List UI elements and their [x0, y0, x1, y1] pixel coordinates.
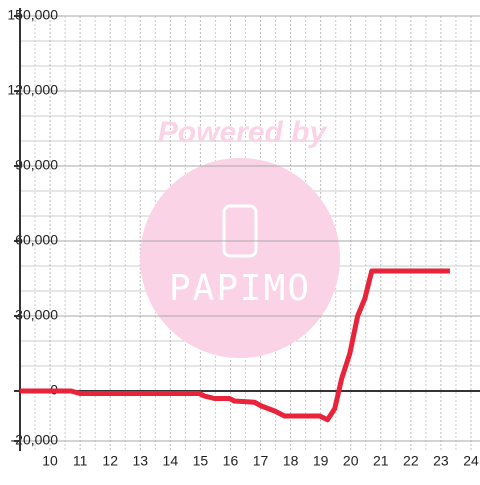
- watermark: Powered by PAPIMO: [140, 116, 340, 358]
- watermark-circle: [140, 158, 340, 358]
- x-tick-label: 16: [223, 453, 239, 469]
- x-tick-label: 10: [42, 453, 58, 469]
- y-tick-label: -20,000: [11, 432, 59, 448]
- watermark-text: PAPIMO: [169, 268, 311, 309]
- watermark-icon: [222, 204, 258, 258]
- x-tick-label: 17: [253, 453, 269, 469]
- y-tick-label: 150,000: [7, 7, 58, 23]
- data-line: [20, 268, 450, 423]
- x-tick-label: 22: [403, 453, 419, 469]
- x-tick-label: 24: [463, 453, 479, 469]
- x-tick-label: 14: [163, 453, 179, 469]
- watermark-text: Powered by: [158, 116, 328, 149]
- y-tick-label: 30,000: [15, 307, 58, 323]
- y-tick-label: 60,000: [15, 232, 58, 248]
- x-tick-label: 11: [73, 453, 88, 469]
- x-tick-label: 12: [102, 453, 118, 469]
- x-tick-label: 15: [193, 453, 209, 469]
- y-tick-label: 90,000: [15, 157, 58, 173]
- x-tick-label: 21: [373, 453, 389, 469]
- y-tick-label: 120,000: [7, 82, 58, 98]
- x-tick-label: 19: [313, 453, 329, 469]
- x-tick-label: 18: [283, 453, 299, 469]
- x-tick-label: 23: [433, 453, 449, 469]
- x-tick-label: 13: [132, 453, 148, 469]
- x-tick-label: 20: [343, 453, 359, 469]
